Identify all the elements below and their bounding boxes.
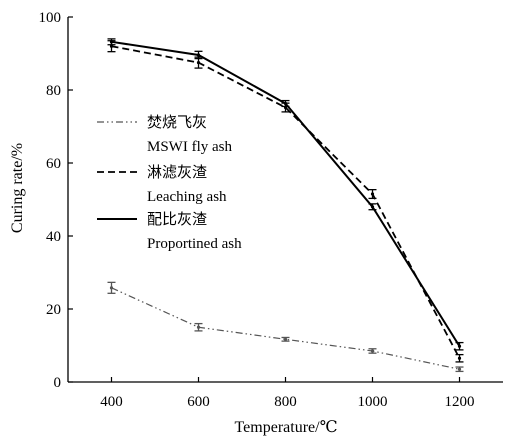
y-axis-label: Curing rate/% [9,143,26,233]
data-point-leaching [457,356,462,360]
x-axis-label: Temperature/℃ [235,419,338,436]
legend-item-leaching: 淋滤灰渣 Leaching ash [97,164,227,205]
legend-label-proportioned: 配比灰渣 [147,211,207,228]
legend: 焚烧飞灰 MSWI fly ash 淋滤灰渣 Leaching ash 配比灰渣… [97,114,242,252]
plot-area [107,38,464,373]
x-ticks: 400 600 800 1000 1200 [100,377,475,410]
y-ticks: 0 20 40 60 80 100 [39,10,73,391]
data-point-mswi [457,367,462,371]
series-line-leaching [111,45,461,359]
data-point-mswi [109,286,114,290]
y-tick-label: 60 [46,156,61,172]
data-point-mswi [283,337,288,341]
data-point-leaching [370,192,375,196]
x-tick-label: 1000 [358,394,388,410]
data-point-mswi [370,349,375,353]
series-line-mswi [111,287,460,370]
x-tick-label: 800 [274,394,297,410]
data-point-leaching [196,61,201,65]
x-tick-label: 400 [100,394,123,410]
legend-label-mswi-en: MSWI fly ash [147,139,232,155]
data-point-proportioned [283,101,288,106]
y-tick-label: 40 [46,229,61,245]
legend-label-leaching-en: Leaching ash [147,189,227,205]
x-tick-label: 600 [187,394,210,410]
data-point-mswi [196,325,201,329]
y-tick-label: 20 [46,302,61,318]
y-tick-label: 80 [46,83,61,99]
data-point-proportioned [370,205,375,209]
data-point-proportioned [109,40,114,44]
x-tick-label: 1200 [445,394,475,410]
legend-label-proportioned-en: Proportined ash [147,236,242,252]
y-tick-label: 0 [54,375,62,391]
legend-item-mswi: 焚烧飞灰 MSWI fly ash [97,114,232,155]
legend-label-leaching: 淋滤灰渣 [147,164,207,181]
y-tick-label: 100 [39,10,62,26]
legend-item-proportioned: 配比灰渣 Proportined ash [97,211,242,252]
legend-label-mswi: 焚烧飞灰 [147,114,207,131]
data-point-proportioned [196,53,201,57]
data-point-proportioned [457,344,462,348]
data-point-leaching [109,44,114,48]
